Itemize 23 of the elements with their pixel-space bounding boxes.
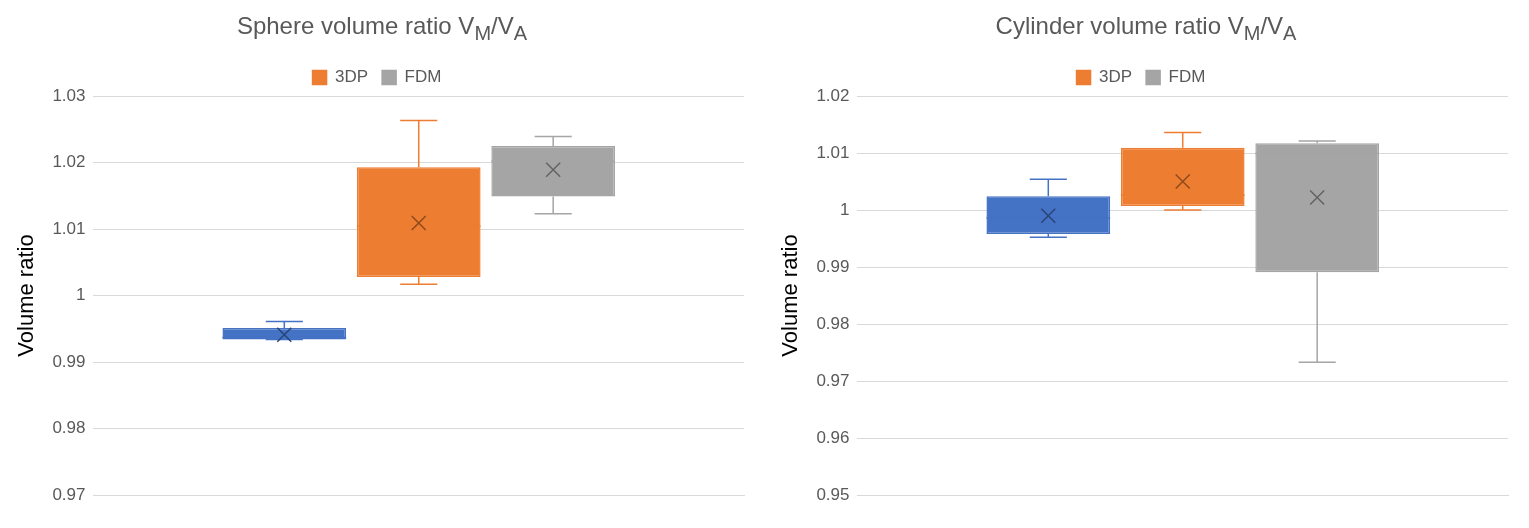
chart-title: Sphere volume ratio V$_{M}$/V$_{A}$	[235, 12, 529, 45]
y-tick-label: 1.02	[52, 152, 86, 172]
y-tick-label: 1.01	[52, 218, 86, 238]
y-tick-label: 0.97	[52, 484, 86, 504]
legend-label: FDM	[404, 67, 442, 87]
y-tick-label: 1.01	[816, 142, 850, 162]
y-tick-label: 0.97	[816, 370, 850, 390]
y-tick-label: 0.95	[816, 484, 850, 504]
y-tick-label: 1	[840, 199, 850, 219]
y-tick-label: 0.99	[816, 256, 850, 276]
y-tick-label: 1.03	[52, 85, 86, 105]
legend-label: FDM	[1168, 67, 1206, 87]
y-axis-title: Volume ratio	[13, 234, 39, 357]
y-tick-label: 0.98	[52, 418, 86, 438]
legend-label: 3DP	[1099, 67, 1133, 87]
y-tick-label: 1.02	[816, 85, 850, 105]
y-tick-label: 1	[76, 285, 86, 305]
legend-label: 3DP	[335, 67, 369, 87]
chart-title: Cylinder volume ratio V$_{M}$/V$_{A}$	[994, 12, 1298, 45]
y-axis-title: Volume ratio	[777, 234, 803, 357]
y-tick-label: 0.98	[816, 313, 850, 333]
y-tick-label: 0.96	[816, 427, 850, 447]
y-tick-label: 0.99	[52, 351, 86, 371]
